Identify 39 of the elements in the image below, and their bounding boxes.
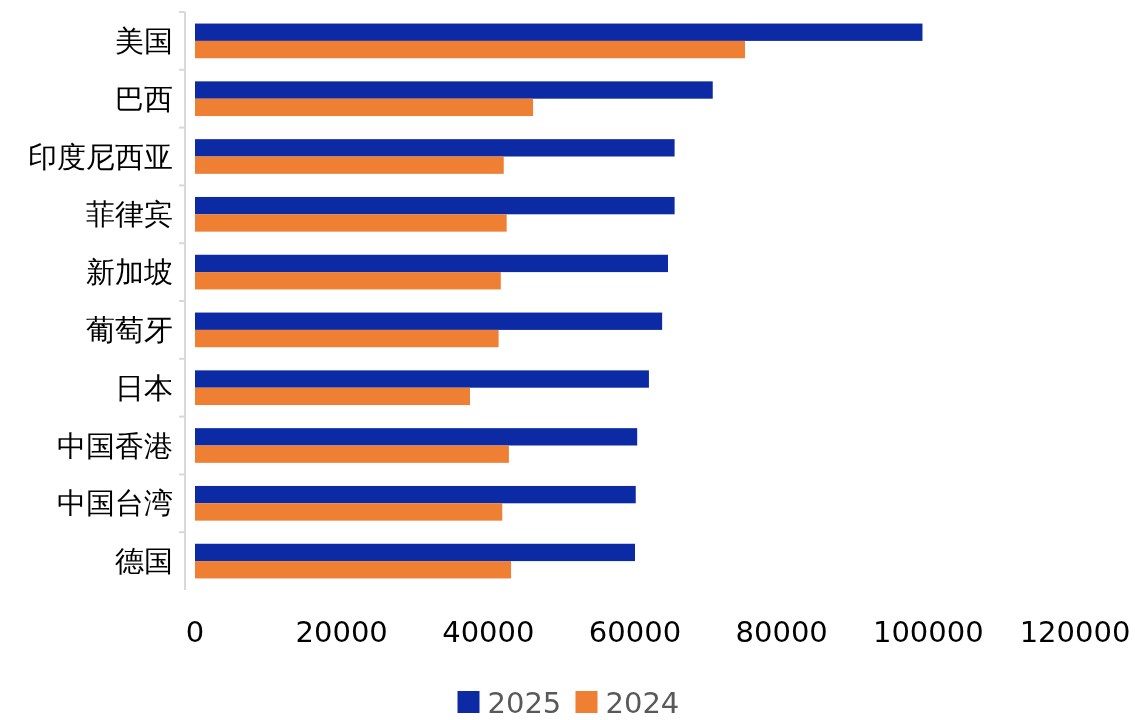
bar <box>195 23 923 41</box>
y-tick-label: 葡萄牙 <box>86 312 173 347</box>
x-tick-label: 40000 <box>442 615 535 649</box>
y-tick-label: 中国台湾 <box>57 486 173 521</box>
y-tick-label: 巴西 <box>115 81 173 116</box>
bar <box>195 214 507 232</box>
x-tick-label: 120000 <box>1019 615 1131 649</box>
y-tick-label: 日本 <box>115 370 173 405</box>
bar <box>195 370 649 388</box>
bar <box>195 485 636 504</box>
bar <box>195 387 470 406</box>
x-tick-label: 0 <box>185 615 205 649</box>
x-tick-label: 20000 <box>295 615 388 649</box>
bar <box>195 98 534 117</box>
bar <box>195 272 501 290</box>
x-tick-label: 60000 <box>588 615 682 649</box>
x-tick-label: 80000 <box>735 615 828 649</box>
legend-label: 2024 <box>605 686 680 720</box>
bar <box>195 254 668 273</box>
y-tick-label: 中国香港 <box>57 428 173 463</box>
y-tick-label: 菲律宾 <box>86 197 173 232</box>
x-tick-label: 100000 <box>872 615 984 649</box>
bar <box>195 139 675 157</box>
y-tick-label: 德国 <box>115 544 173 579</box>
y-tick-label: 新加坡 <box>86 255 173 290</box>
y-tick-label: 美国 <box>115 23 173 58</box>
bar <box>195 561 512 579</box>
bar <box>195 312 663 330</box>
bar <box>195 156 504 174</box>
bar <box>195 445 509 463</box>
bar <box>195 428 638 446</box>
bar <box>195 81 713 99</box>
bar <box>195 543 635 562</box>
legend-label: 2025 <box>487 686 562 720</box>
y-tick-label: 印度尼西亚 <box>28 139 173 174</box>
bar <box>195 329 499 348</box>
bar <box>195 196 675 215</box>
bar <box>195 40 745 59</box>
bar <box>195 503 503 521</box>
